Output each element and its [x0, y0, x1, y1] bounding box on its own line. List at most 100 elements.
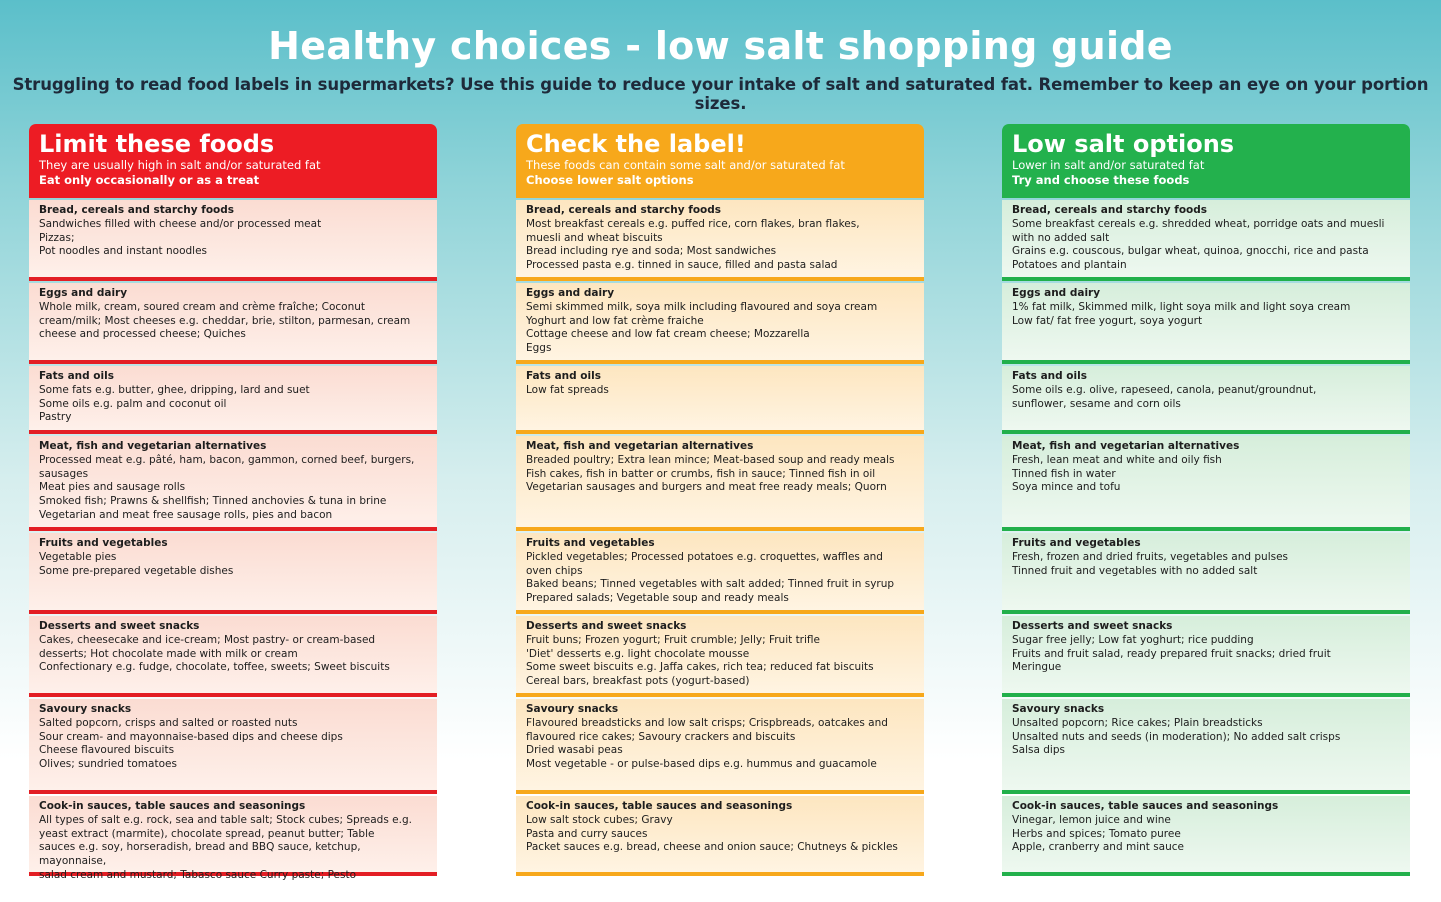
food-section: Fats and oils Low fat spreads — [516, 366, 924, 434]
food-item-line: Pickled vegetables; Processed potatoes e… — [526, 550, 883, 563]
food-section-title: Fruits and vegetables — [526, 537, 655, 549]
food-item-line: Apple, cranberry and mint sauce — [1012, 841, 1185, 854]
column-title: Limit these foods — [39, 130, 275, 158]
food-item-line: Bread including rye and soda; Most sandw… — [526, 245, 777, 258]
column-check: Check the label! These foods can contain… — [516, 124, 924, 876]
food-item-line: Some oils e.g. palm and coconut oil — [39, 397, 227, 410]
food-item-line: Semi skimmed milk, soya milk including f… — [526, 300, 878, 313]
food-item-line: Low fat/ fat free yogurt, soya yogurt — [1012, 314, 1203, 327]
column-subtitle: Lower in salt and/or saturated fat — [1012, 158, 1205, 172]
food-section-title: Fats and oils — [39, 370, 114, 382]
food-item-line: Low fat spreads — [526, 383, 609, 396]
food-item-line: Fresh, lean meat and white and oily fish — [1012, 453, 1222, 466]
food-section: Fats and oils Some oils e.g. olive, rapes… — [1002, 366, 1410, 434]
page-intro: Struggling to read food labels in superm… — [12, 75, 1429, 113]
food-item-line: Baked beans; Tinned vegetables with salt… — [526, 578, 895, 591]
food-section: Bread, cereals and starchy foods Most bre… — [516, 200, 924, 281]
food-item-line: cream/milk; Most cheeses e.g. cheddar, b… — [39, 314, 411, 327]
food-section-title: Savoury snacks — [39, 703, 132, 715]
food-item-line: Grains e.g. couscous, bulgar wheat, quin… — [1012, 245, 1369, 258]
food-section-title: Cook-in sauces, table sauces and seasoni… — [39, 800, 306, 812]
food-item-line: cheese and processed cheese; Quiches — [39, 328, 246, 341]
food-item-line: sauces e.g. soy, horseradish, bread and … — [39, 841, 361, 868]
food-item-line: Some oils e.g. olive, rapeseed, canola, … — [1012, 383, 1317, 396]
food-section: Meat, fish and vegetarian alternatives Fr… — [1002, 436, 1410, 531]
column-subtitle: They are usually high in salt and/or sat… — [39, 158, 321, 172]
food-item-line: Unsalted popcorn; Rice cakes; Plain brea… — [1012, 716, 1263, 729]
food-item-line: Some pre-prepared vegetable dishes — [39, 564, 234, 577]
food-section-title: Savoury snacks — [526, 703, 619, 715]
food-section: Bread, cereals and starchy foods Sandwich… — [29, 200, 437, 281]
food-section-title: Desserts and sweet snacks — [39, 620, 200, 632]
food-item-line: Confectionary e.g. fudge, chocolate, tof… — [39, 661, 390, 674]
food-section: Fruits and vegetables Vegetable pies Some … — [29, 533, 437, 614]
food-section: Cook-in sauces, table sauces and seasoni… — [1002, 796, 1410, 876]
food-section-title: Cook-in sauces, table sauces and seasoni… — [1012, 800, 1279, 812]
food-section: Savoury snacks Unsalted popcorn; Rice cak… — [1002, 699, 1410, 794]
food-item-line: Most breakfast cereals e.g. puffed rice,… — [526, 217, 860, 230]
food-item-line: with no added salt — [1012, 231, 1110, 244]
food-item-line: Most vegetable - or pulse-based dips e.g… — [526, 758, 877, 771]
food-item-line: sunflower, sesame and corn oils — [1012, 397, 1181, 410]
food-item-line: Dried wasabi peas — [526, 744, 623, 757]
food-section: Fruits and vegetables Fresh, frozen and d… — [1002, 533, 1410, 614]
food-section-title: Fruits and vegetables — [39, 537, 168, 549]
food-section: Desserts and sweet snacks Cakes, cheeseca… — [29, 616, 437, 697]
food-section-title: Cook-in sauces, table sauces and seasoni… — [526, 800, 793, 812]
food-item-line: Cereal bars, breakfast pots (yogurt-base… — [526, 675, 750, 688]
food-item-line: Meat pies and sausage rolls — [39, 481, 186, 494]
food-section-title: Desserts and sweet snacks — [526, 620, 687, 632]
food-item-line: Packet sauces e.g. bread, cheese and oni… — [526, 841, 898, 854]
food-item-line: Pot noodles and instant noodles — [39, 245, 207, 258]
food-item-line: Sandwiches filled with cheese and/or pro… — [39, 217, 322, 230]
food-item-line: Vegetarian and meat free sausage rolls, … — [39, 508, 333, 521]
food-item-line: Low salt stock cubes; Gravy — [526, 813, 673, 826]
food-section: Savoury snacks Flavoured breadsticks and … — [516, 699, 924, 794]
food-section-title: Bread, cereals and starchy foods — [39, 204, 235, 216]
food-item-line: Fruits and fruit salad, ready prepared f… — [1012, 647, 1331, 660]
food-section: Meat, fish and vegetarian alternatives Br… — [516, 436, 924, 531]
food-item-line: Breaded poultry; Extra lean mince; Meat-… — [526, 453, 895, 466]
column-advice: Eat only occasionally or as a treat — [39, 173, 260, 187]
food-item-line: All types of salt e.g. rock, sea and tab… — [39, 813, 412, 826]
food-item-line: muesli and wheat biscuits — [526, 231, 663, 244]
food-item-line: Vegetarian sausages and burgers and meat… — [526, 481, 887, 494]
food-item-line: oven chips — [526, 564, 583, 577]
food-item-line: Eggs — [526, 342, 552, 355]
food-item-line: salad cream and mustard; Tabasco sauce C… — [39, 868, 357, 881]
food-section-title: Meat, fish and vegetarian alternatives — [526, 440, 754, 452]
food-item-line: Some breakfast cereals e.g. shredded whe… — [1012, 217, 1385, 230]
food-item-line: Potatoes and plantain — [1012, 259, 1127, 272]
food-section-title: Fruits and vegetables — [1012, 537, 1141, 549]
food-item-line: Whole milk, cream, soured cream and crèm… — [39, 300, 366, 313]
food-section: Eggs and dairy Whole milk, cream, soured … — [29, 283, 437, 364]
food-item-line: Salsa dips — [1012, 744, 1065, 757]
column-title: Low salt options — [1012, 130, 1235, 158]
food-item-line: Soya mince and tofu — [1012, 481, 1121, 494]
food-item-line: Yoghurt and low fat crème fraiche — [526, 314, 704, 327]
food-section-title: Bread, cereals and starchy foods — [1012, 204, 1208, 216]
food-item-line: desserts; Hot chocolate made with milk o… — [39, 647, 298, 660]
food-item-line: Prepared salads; Vegetable soup and read… — [526, 592, 789, 605]
food-section: Fruits and vegetables Pickled vegetables;… — [516, 533, 924, 614]
food-section-title: Meat, fish and vegetarian alternatives — [39, 440, 267, 452]
food-item-line: Fresh, frozen and dried fruits, vegetabl… — [1012, 550, 1289, 563]
food-item-line: Some fats e.g. butter, ghee, dripping, l… — [39, 383, 310, 396]
food-section: Fats and oils Some fats e.g. butter, ghee… — [29, 366, 437, 434]
food-item-line: Cakes, cheesecake and ice-cream; Most pa… — [39, 633, 376, 646]
food-item-line: Sugar free jelly; Low fat yoghurt; rice … — [1012, 633, 1254, 646]
food-item-line: Olives; sundried tomatoes — [39, 758, 177, 771]
food-section-title: Eggs and dairy — [526, 287, 615, 299]
food-item-line: 1% fat milk, Skimmed milk, light soya mi… — [1012, 300, 1351, 313]
food-section: Savoury snacks Salted popcorn, crisps and… — [29, 699, 437, 794]
food-item-line: Pastry — [39, 411, 72, 424]
column-advice: Choose lower salt options — [526, 173, 694, 187]
column-advice: Try and choose these foods — [1012, 173, 1190, 187]
column-header: Limit these foods They are usually high … — [29, 124, 437, 198]
food-section-title: Fats and oils — [1012, 370, 1087, 382]
food-item-line: Cheese flavoured biscuits — [39, 744, 175, 757]
food-item-line: Vinegar, lemon juice and wine — [1012, 813, 1171, 826]
food-item-line: flavoured rice cakes; Savoury crackers a… — [526, 730, 796, 743]
column-title: Check the label! — [526, 130, 746, 158]
food-item-line: 'Diet' desserts e.g. light chocolate mou… — [526, 647, 750, 660]
